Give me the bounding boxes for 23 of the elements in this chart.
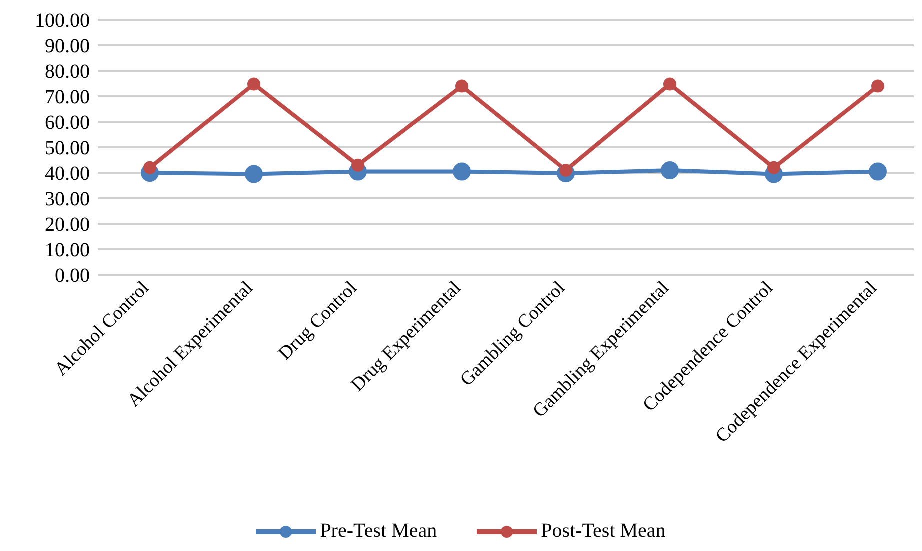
point [869,162,887,181]
y-tick-label: 60.00 [45,112,90,134]
point [456,80,468,93]
point [248,78,260,91]
point [664,78,676,91]
y-tick-label: 90.00 [45,36,90,58]
y-tick-label: 40.00 [45,163,90,186]
y-tick-label: 0.00 [55,265,90,288]
y-tick-label: 20.00 [45,214,90,236]
point [453,162,471,181]
point [352,158,364,172]
y-tick-label: 70.00 [45,86,90,109]
y-tick-label: 80.00 [45,61,90,84]
y-tick-label: 10.00 [45,240,90,262]
point [872,80,884,93]
y-tick-label: 50.00 [45,138,90,160]
point [661,161,679,180]
legend-label: Pre-Test Mean [319,520,438,543]
point [768,161,780,174]
legend-label: Post-Test Mean [540,520,666,543]
y-tick-label: 30.00 [45,188,90,211]
y-tick-label: 100.00 [35,10,90,32]
point [245,165,263,184]
